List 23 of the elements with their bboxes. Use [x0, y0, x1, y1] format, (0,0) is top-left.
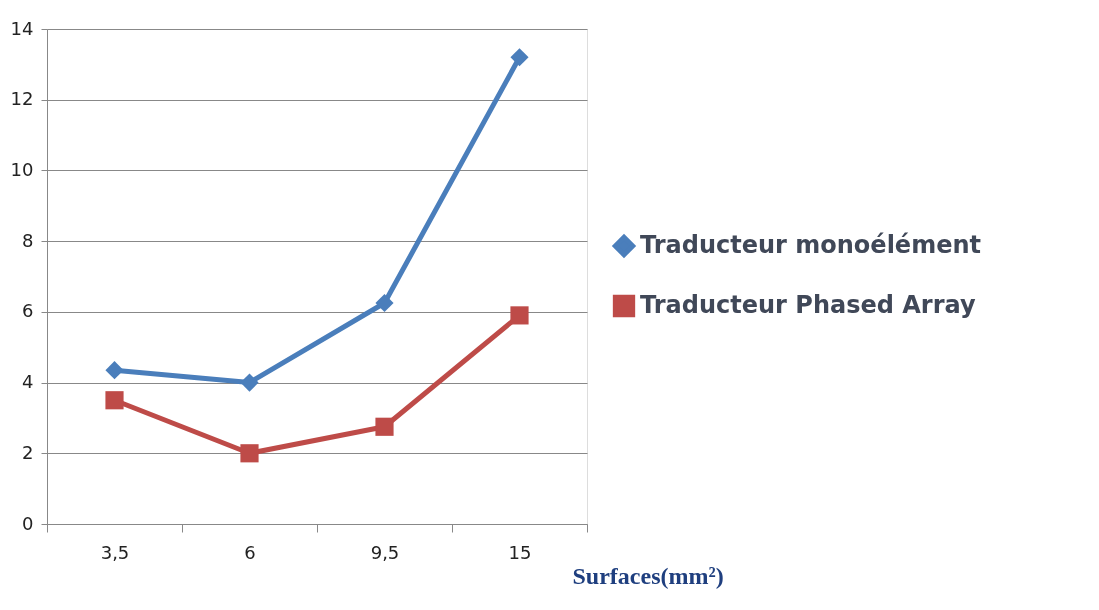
y-tick-label: 4 [22, 371, 34, 393]
y-tick-label: 14 [10, 17, 34, 39]
y-tick-label: 12 [10, 88, 34, 110]
x-axis-title: Surfaces(mm²) [572, 562, 724, 589]
y-tick-label: 0 [22, 512, 34, 534]
point [105, 391, 124, 410]
x-tick-label: 9,5 [370, 541, 400, 563]
x-tick-label: 6 [244, 541, 256, 563]
point [105, 361, 124, 380]
point [240, 444, 259, 463]
point [510, 306, 529, 325]
y-tick-label: 10 [10, 158, 34, 180]
legend-label: Traducteur Phased Array [640, 291, 976, 319]
y-tick-label: 8 [22, 229, 34, 251]
y-tick-label: 2 [22, 441, 34, 463]
y-tick-label: 6 [22, 300, 34, 322]
point [240, 373, 259, 392]
point [510, 48, 529, 67]
x-tick-label: 3,5 [100, 541, 130, 563]
x-tick-label: 15 [508, 541, 532, 563]
point [375, 417, 394, 436]
legend-label: Traducteur monoélément [640, 231, 981, 259]
point [375, 293, 394, 313]
